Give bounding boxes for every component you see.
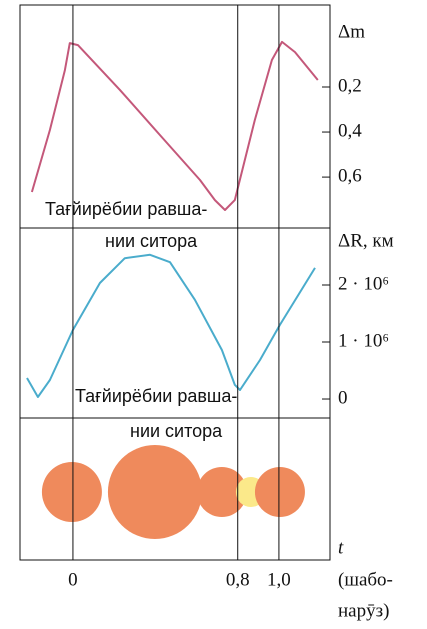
x-tick-label: 1,0: [267, 569, 291, 590]
frame: [19, 4, 331, 561]
y-tick-label: 2 · 10⁶: [338, 273, 389, 294]
annotation: Тағйирёбии равша-: [75, 386, 237, 406]
x-axis-label: нарӯз): [338, 600, 389, 621]
x-axis-label: (шабо-: [338, 569, 393, 590]
y-tick-label: 0,4: [338, 120, 362, 141]
y-axis-label: ΔR, км: [338, 230, 394, 251]
series-line: [30, 40, 319, 211]
x-tick-label: 0,8: [226, 569, 250, 590]
annotation: нии ситора: [105, 231, 198, 251]
y-tick-label: 0,2: [338, 75, 362, 96]
series-line: [26, 253, 316, 398]
star-disc: [254, 467, 305, 517]
y-tick-label: 1 · 10⁶: [338, 330, 389, 351]
star-disc: [107, 445, 202, 539]
annotation: нии ситора: [130, 421, 223, 441]
star-disc: [196, 467, 247, 517]
x-tick-label: 0: [68, 569, 78, 590]
y-tick-label: 0,6: [338, 165, 362, 186]
star-disc: [41, 462, 102, 522]
x-axis-label: t: [338, 537, 344, 558]
annotation: Тағйирёбии равша-: [45, 199, 207, 219]
y-axis-label: Δm: [338, 21, 365, 42]
y-tick-label: 0: [338, 387, 348, 408]
